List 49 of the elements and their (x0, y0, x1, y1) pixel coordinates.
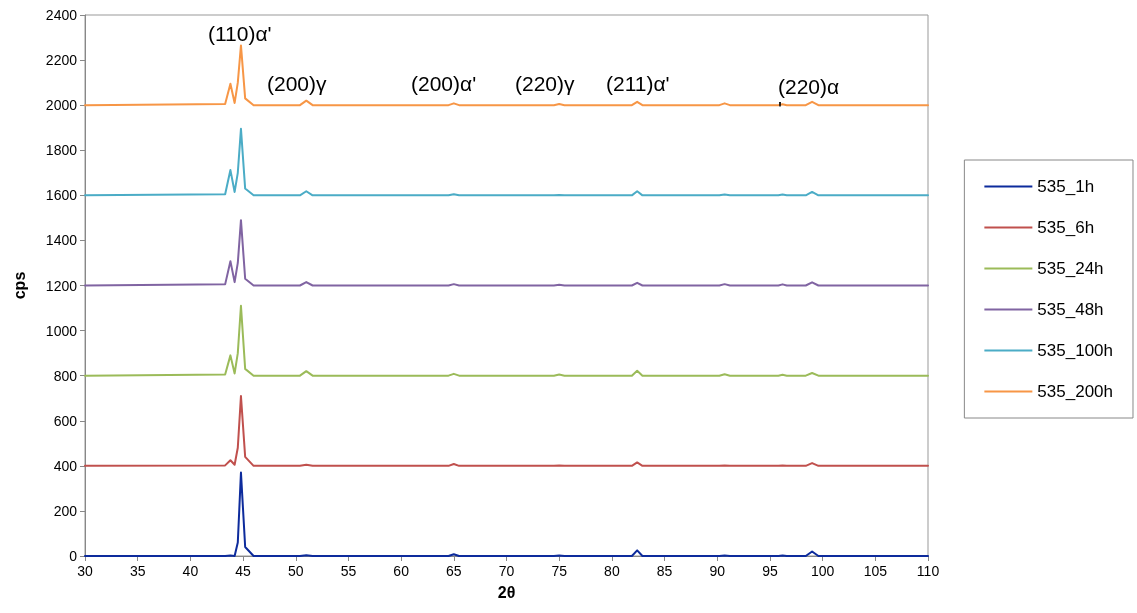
x-tick-label: 95 (762, 563, 778, 579)
x-tick-label: 65 (446, 563, 462, 579)
line-series (84, 127, 929, 197)
y-tick-label: 2200 (45, 52, 78, 69)
y-tick-label: 1200 (45, 277, 78, 294)
y-tick-label: 200 (53, 502, 78, 519)
y-tick-label: 400 (53, 457, 78, 474)
line-series (84, 394, 929, 467)
y-tick-label: 1800 (45, 142, 78, 159)
annotation: (200)α' (411, 71, 477, 95)
y-tick-label: 800 (53, 367, 78, 384)
y-axis-title: cps (10, 271, 28, 300)
x-tick-label: 75 (551, 563, 568, 579)
y-tick-label: 1000 (45, 322, 78, 339)
legend-label: 535_24h (1037, 259, 1104, 278)
x-tick-label: 30 (77, 563, 93, 579)
y-tick-label: 1400 (45, 232, 78, 249)
x-tick-label: 40 (182, 563, 199, 579)
legend-label: 535_200h (1037, 382, 1113, 401)
annotation: (220)α ' (778, 74, 840, 120)
line-series (84, 219, 929, 287)
x-tick-label: 105 (863, 563, 888, 579)
y-tick-label: 1600 (45, 187, 78, 204)
y-tick-label: 600 (53, 412, 78, 429)
y-tick-label: 2400 (45, 7, 78, 23)
x-tick-label: 70 (498, 563, 515, 579)
x-tick-label: 55 (340, 563, 357, 579)
y-tick-label: 0 (69, 548, 78, 564)
x-tick-label: 80 (604, 563, 620, 579)
x-tick-label: 110 (916, 563, 940, 579)
x-axis-title: 2θ (497, 583, 516, 601)
annotation: (200)γ (267, 71, 328, 95)
x-tick-label: 50 (287, 563, 304, 579)
legend-label: 535_1h (1037, 177, 1095, 196)
x-tick-label: 100 (810, 563, 835, 579)
line-series (84, 44, 929, 107)
x-tick-label: 45 (235, 563, 252, 579)
annotation: (220)γ (515, 71, 576, 95)
annotation: (110)α' (208, 21, 272, 45)
y-tick-label: 2000 (45, 97, 78, 114)
x-tick-label: 35 (129, 563, 146, 579)
legend-label: 535_6h (1037, 218, 1095, 237)
line-series (84, 304, 929, 377)
x-tick-label: 60 (393, 563, 410, 579)
annotation: (211)α' (606, 71, 670, 95)
x-tick-label: 85 (656, 563, 673, 579)
x-tick-label: 90 (709, 563, 726, 579)
legend-label: 535_48h (1037, 300, 1104, 319)
legend-label: 535_100h (1037, 341, 1113, 360)
